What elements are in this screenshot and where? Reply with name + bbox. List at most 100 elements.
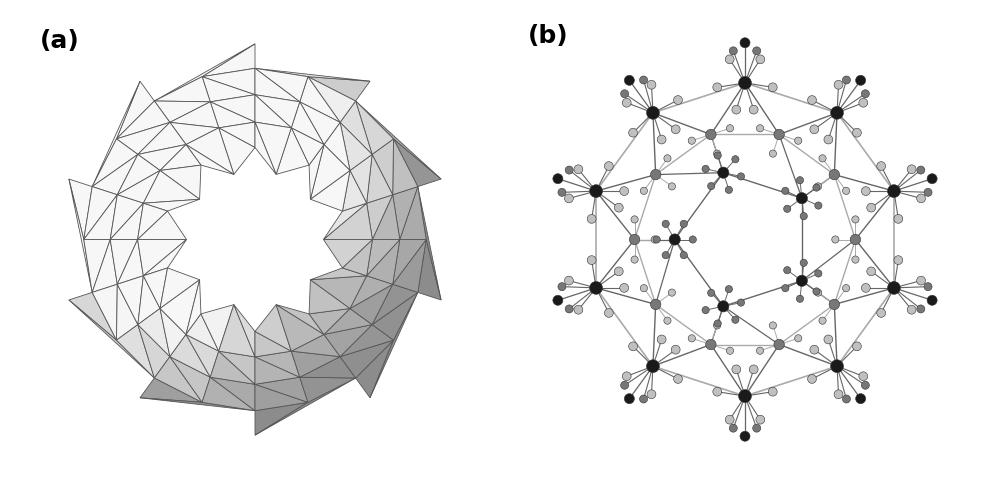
Polygon shape: [143, 171, 200, 204]
Polygon shape: [291, 335, 340, 357]
Circle shape: [631, 216, 638, 224]
Polygon shape: [138, 240, 187, 276]
Circle shape: [640, 188, 647, 195]
Circle shape: [739, 390, 751, 403]
Polygon shape: [367, 240, 400, 276]
Circle shape: [824, 136, 833, 144]
Polygon shape: [84, 195, 117, 240]
Polygon shape: [393, 140, 418, 195]
Circle shape: [713, 387, 722, 396]
Circle shape: [671, 126, 680, 134]
Circle shape: [861, 382, 869, 389]
Circle shape: [708, 290, 715, 297]
Circle shape: [861, 284, 870, 293]
Polygon shape: [255, 69, 300, 103]
Circle shape: [726, 125, 734, 132]
Circle shape: [624, 394, 634, 404]
Circle shape: [927, 296, 937, 306]
Polygon shape: [418, 187, 441, 300]
Polygon shape: [255, 96, 300, 129]
Circle shape: [662, 221, 669, 228]
Polygon shape: [300, 77, 340, 123]
Circle shape: [702, 307, 709, 314]
Circle shape: [867, 204, 876, 213]
Polygon shape: [117, 276, 143, 325]
Polygon shape: [400, 187, 426, 240]
Circle shape: [553, 296, 563, 306]
Circle shape: [753, 424, 761, 432]
Circle shape: [795, 138, 802, 145]
Circle shape: [689, 236, 696, 244]
Polygon shape: [255, 377, 308, 403]
Circle shape: [843, 285, 850, 292]
Circle shape: [662, 252, 669, 259]
Polygon shape: [92, 140, 138, 187]
Circle shape: [671, 346, 680, 354]
Circle shape: [553, 174, 563, 184]
Polygon shape: [160, 280, 200, 335]
Circle shape: [749, 365, 758, 374]
Polygon shape: [276, 305, 324, 351]
Circle shape: [664, 156, 671, 163]
Polygon shape: [367, 195, 393, 240]
Circle shape: [877, 162, 886, 171]
Circle shape: [867, 267, 876, 276]
Circle shape: [621, 382, 629, 389]
Circle shape: [669, 234, 680, 246]
Polygon shape: [255, 123, 291, 175]
Circle shape: [927, 174, 937, 184]
Circle shape: [756, 348, 764, 355]
Polygon shape: [69, 180, 92, 240]
Polygon shape: [255, 351, 300, 377]
Circle shape: [688, 335, 695, 342]
Polygon shape: [170, 103, 219, 129]
Circle shape: [852, 256, 859, 264]
Polygon shape: [276, 305, 324, 335]
Polygon shape: [117, 240, 143, 285]
Circle shape: [668, 183, 676, 191]
Polygon shape: [255, 96, 291, 129]
Polygon shape: [350, 276, 393, 309]
Polygon shape: [340, 102, 372, 155]
Polygon shape: [291, 103, 324, 145]
Circle shape: [810, 346, 819, 354]
Circle shape: [815, 203, 822, 210]
Polygon shape: [234, 305, 255, 357]
Circle shape: [620, 284, 629, 293]
Circle shape: [856, 394, 866, 404]
Polygon shape: [92, 285, 117, 340]
Polygon shape: [186, 129, 234, 175]
Circle shape: [800, 213, 807, 220]
Polygon shape: [117, 171, 160, 204]
Polygon shape: [140, 398, 255, 411]
Circle shape: [859, 372, 868, 381]
Polygon shape: [138, 325, 170, 378]
Polygon shape: [367, 155, 393, 204]
Polygon shape: [309, 280, 350, 314]
Polygon shape: [372, 195, 400, 240]
Polygon shape: [340, 325, 394, 357]
Circle shape: [650, 170, 661, 180]
Polygon shape: [310, 171, 350, 212]
Polygon shape: [201, 305, 234, 351]
Polygon shape: [92, 155, 138, 195]
Circle shape: [629, 129, 637, 138]
Polygon shape: [154, 77, 210, 103]
Circle shape: [756, 415, 765, 424]
Circle shape: [888, 282, 900, 295]
Polygon shape: [138, 204, 168, 240]
Polygon shape: [340, 123, 372, 171]
Polygon shape: [84, 240, 110, 293]
Circle shape: [565, 194, 573, 204]
Circle shape: [729, 48, 737, 56]
Polygon shape: [116, 325, 154, 378]
Polygon shape: [202, 77, 255, 103]
Circle shape: [714, 320, 721, 327]
Circle shape: [624, 76, 634, 86]
Circle shape: [850, 235, 861, 245]
Circle shape: [861, 91, 869, 98]
Polygon shape: [140, 378, 202, 403]
Polygon shape: [255, 123, 276, 175]
Circle shape: [769, 151, 777, 158]
Circle shape: [713, 151, 721, 158]
